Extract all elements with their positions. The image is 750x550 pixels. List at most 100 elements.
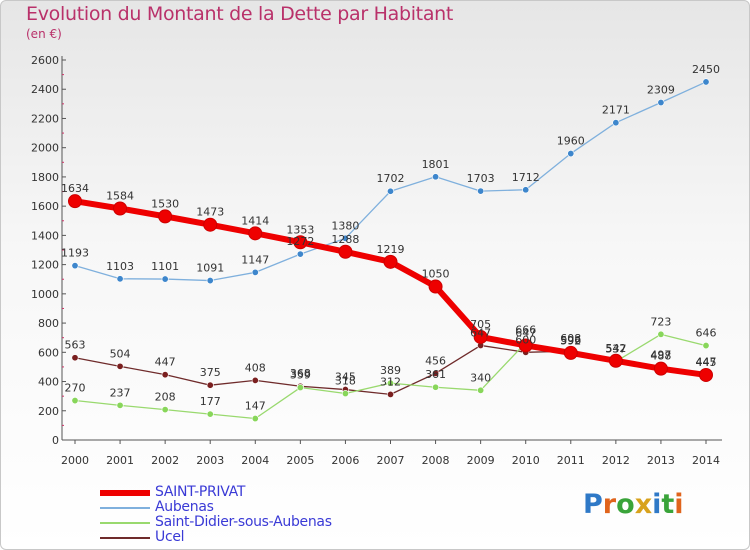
data-point-saint-privat bbox=[608, 353, 623, 368]
data-point-aubenas bbox=[522, 186, 530, 194]
x-tick-label: 2003 bbox=[196, 454, 224, 467]
data-label-saint-didier-sous-aubenas: 340 bbox=[470, 371, 491, 384]
data-point-saint-didier-sous-aubenas bbox=[296, 384, 304, 392]
data-label-ucel: 456 bbox=[425, 354, 446, 367]
unit-label: (en €) bbox=[26, 27, 62, 41]
data-label-aubenas: 2171 bbox=[602, 104, 630, 117]
x-tick-label: 2006 bbox=[331, 454, 359, 467]
x-tick-label: 2004 bbox=[241, 454, 269, 467]
y-tick-label: 1000 bbox=[31, 288, 59, 301]
data-point-ucel bbox=[386, 390, 394, 398]
data-label-saint-privat: 705 bbox=[470, 318, 491, 331]
data-point-aubenas bbox=[251, 268, 259, 276]
data-label-saint-didier-sous-aubenas: 318 bbox=[335, 375, 356, 388]
data-label-ucel: 375 bbox=[200, 366, 221, 379]
data-label-ucel: 563 bbox=[65, 339, 86, 352]
legend-label: Saint-Didier-sous-Aubenas bbox=[155, 514, 332, 530]
x-tick-label: 2010 bbox=[512, 454, 540, 467]
data-point-ucel bbox=[116, 362, 124, 370]
data-point-saint-didier-sous-aubenas bbox=[432, 383, 440, 391]
data-label-aubenas: 1103 bbox=[106, 260, 134, 273]
data-label-saint-privat: 1634 bbox=[61, 182, 89, 195]
x-tick-label: 2001 bbox=[106, 454, 134, 467]
data-point-saint-privat bbox=[113, 201, 128, 216]
data-label-saint-didier-sous-aubenas: 361 bbox=[425, 368, 446, 381]
data-label-saint-privat: 1473 bbox=[196, 206, 224, 219]
data-label-aubenas: 1960 bbox=[557, 135, 585, 148]
data-point-saint-didier-sous-aubenas bbox=[206, 410, 214, 418]
data-point-ucel bbox=[71, 354, 79, 362]
data-label-ucel: 504 bbox=[110, 347, 131, 360]
x-tick-label: 2008 bbox=[422, 454, 450, 467]
data-point-aubenas bbox=[71, 262, 79, 270]
data-point-saint-privat bbox=[338, 244, 353, 259]
data-label-ucel: 408 bbox=[245, 361, 266, 374]
data-label-ucel: 537 bbox=[605, 343, 626, 356]
data-label-saint-privat: 1584 bbox=[106, 189, 134, 202]
data-label-aubenas: 1147 bbox=[241, 253, 269, 266]
data-label-ucel: 345 bbox=[335, 371, 356, 384]
data-label-saint-didier-sous-aubenas: 147 bbox=[245, 400, 266, 413]
data-label-saint-didier-sous-aubenas: 666 bbox=[515, 324, 536, 337]
data-label-aubenas: 2309 bbox=[647, 84, 675, 97]
series-lines bbox=[68, 78, 713, 423]
y-tick-label: 0 bbox=[52, 434, 59, 447]
data-label-saint-didier-sous-aubenas: 592 bbox=[560, 334, 581, 347]
data-point-saint-didier-sous-aubenas bbox=[251, 415, 259, 423]
line-chart: 0 200 400 600 800 1000 1200 1400 1600 1800 2000 220… bbox=[31, 54, 722, 467]
data-label-aubenas: 2450 bbox=[692, 63, 720, 76]
data-label-ucel: 447 bbox=[155, 356, 176, 369]
y-tick-label: 2200 bbox=[31, 112, 59, 125]
data-point-saint-privat bbox=[383, 254, 398, 269]
data-point-ucel bbox=[206, 381, 214, 389]
chart-title: Evolution du Montant de la Dette par Hab… bbox=[26, 3, 454, 25]
data-point-saint-privat bbox=[158, 209, 173, 224]
data-point-aubenas bbox=[432, 173, 440, 181]
data-label-aubenas: 1091 bbox=[196, 262, 224, 275]
y-tick-label: 1600 bbox=[31, 200, 59, 213]
data-label-saint-didier-sous-aubenas: 237 bbox=[110, 386, 131, 399]
x-tick-label: 2013 bbox=[647, 454, 675, 467]
data-point-saint-didier-sous-aubenas bbox=[477, 386, 485, 394]
data-label-saint-privat: 1219 bbox=[377, 243, 405, 256]
legend-label: Ucel bbox=[155, 529, 185, 545]
data-label-saint-privat: 1530 bbox=[151, 197, 179, 210]
data-point-saint-privat bbox=[293, 235, 308, 250]
data-label-saint-didier-sous-aubenas: 208 bbox=[155, 391, 176, 404]
data-label-saint-didier-sous-aubenas: 389 bbox=[380, 364, 401, 377]
data-label-saint-didier-sous-aubenas: 270 bbox=[65, 382, 86, 395]
data-point-aubenas bbox=[477, 187, 485, 195]
y-tick-label: 2000 bbox=[31, 142, 59, 155]
data-label-ucel: 608 bbox=[560, 332, 581, 345]
x-tick-label: 2014 bbox=[692, 454, 720, 467]
data-point-saint-didier-sous-aubenas bbox=[71, 397, 79, 405]
data-label-aubenas: 1712 bbox=[512, 171, 540, 184]
data-point-aubenas bbox=[657, 99, 665, 107]
data-point-saint-privat bbox=[653, 361, 668, 376]
data-label-saint-privat: 1050 bbox=[422, 268, 450, 281]
data-label-saint-privat: 445 bbox=[696, 356, 717, 369]
data-point-ucel bbox=[161, 371, 169, 379]
data-label-saint-privat: 647 bbox=[515, 326, 536, 339]
data-label-saint-privat: 1353 bbox=[286, 223, 314, 236]
data-label-saint-privat: 1288 bbox=[331, 233, 359, 246]
x-tick-label: 2007 bbox=[377, 454, 405, 467]
legend-swatch bbox=[100, 537, 150, 539]
y-tick-label: 2400 bbox=[31, 83, 59, 96]
y-tick-label: 200 bbox=[38, 405, 59, 418]
y-tick-label: 1200 bbox=[31, 259, 59, 272]
data-point-saint-didier-sous-aubenas bbox=[341, 390, 349, 398]
data-label-saint-didier-sous-aubenas: 359 bbox=[290, 369, 311, 382]
data-label-ucel: 600 bbox=[515, 333, 536, 346]
y-tick-label: 400 bbox=[38, 376, 59, 389]
x-tick-label: 2009 bbox=[467, 454, 495, 467]
data-point-saint-privat bbox=[428, 279, 443, 294]
data-label-saint-privat: 596 bbox=[560, 334, 581, 347]
data-point-saint-didier-sous-aubenas bbox=[702, 342, 710, 350]
x-tick-label: 2011 bbox=[557, 454, 585, 467]
data-label-saint-didier-sous-aubenas: 723 bbox=[650, 315, 671, 328]
x-tick-label: 2012 bbox=[602, 454, 630, 467]
data-point-aubenas bbox=[116, 275, 124, 283]
